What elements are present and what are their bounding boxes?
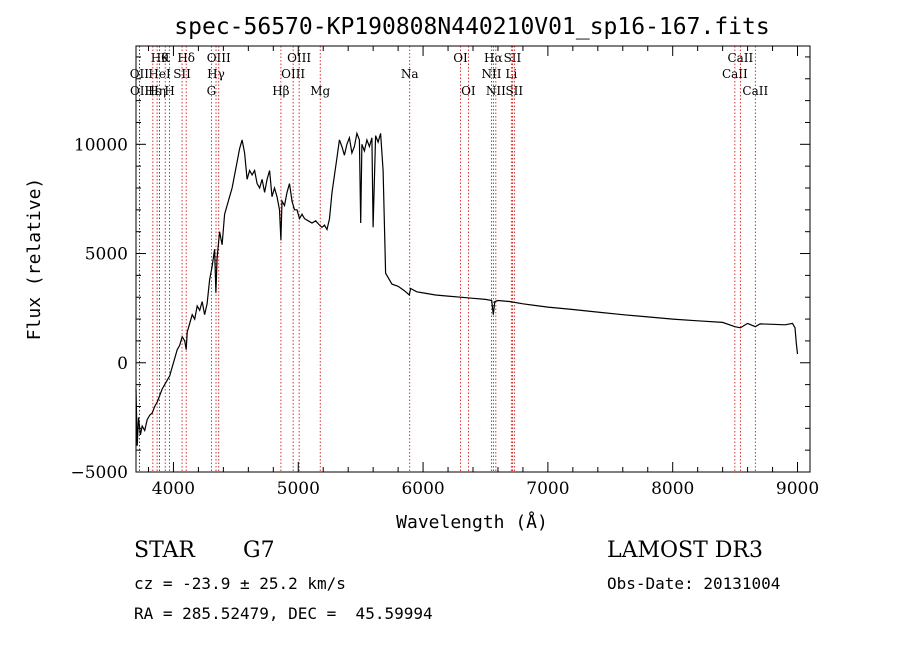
line-label-22: NII xyxy=(486,84,506,98)
x-tick-label-4: 8000 xyxy=(651,479,694,499)
line-label-15: OIII xyxy=(287,51,311,65)
x-tick-label-1: 5000 xyxy=(277,479,320,499)
spectrum-series-line xyxy=(135,131,799,446)
line-label-16: Mg xyxy=(310,84,330,98)
object-class: STAR xyxy=(134,538,195,563)
line-label-3: Hη xyxy=(148,84,166,98)
line-label-12: OIII xyxy=(207,51,231,65)
line-label-9: Hδ xyxy=(177,51,195,65)
line-label-26: CaII xyxy=(722,67,748,81)
line-label-1: OII xyxy=(130,84,150,98)
line-label-5: HeI xyxy=(148,67,171,81)
y-tick-label-3: 10000 xyxy=(74,135,128,155)
line-label-10: G xyxy=(207,84,217,98)
line-label-23: Li xyxy=(505,67,517,81)
line-label-20: NII xyxy=(481,67,501,81)
redshift-readout: cz = -23.9 ± 25.2 km/s xyxy=(134,574,346,593)
line-label-6: K xyxy=(161,51,171,65)
line-label-19: OI xyxy=(461,84,476,98)
line-label-2: Hε xyxy=(145,84,162,98)
line-label-27: CaII xyxy=(727,51,753,65)
y-axis-label: Flux (relative) xyxy=(24,178,45,341)
line-label-21: Hα xyxy=(484,51,503,65)
x-tick-label-3: 7000 xyxy=(526,479,569,499)
y-tick-label-2: 5000 xyxy=(85,245,128,265)
axis-ticks: 4000 5000 6000 7000 8000 9000 −5000 0 5000 10000 xyxy=(70,46,819,499)
line-label-17: Na xyxy=(401,67,419,81)
y-tick-label-0: −5000 xyxy=(70,463,128,483)
line-label-24: SII xyxy=(504,51,522,65)
spectral-line-markers: OIIOIIHεHηHθHeIKHSIIHδGHγOIIIHβOIIIOIIIM… xyxy=(130,46,768,472)
line-label-14: OIII xyxy=(281,67,305,81)
line-label-13: Hβ xyxy=(272,84,289,98)
line-label-7: H xyxy=(164,84,174,98)
coordinates-readout: RA = 285.52479, DEC = 45.59994 xyxy=(134,604,433,623)
x-tick-label-2: 6000 xyxy=(401,479,444,499)
x-axis-label: Wavelength (Å) xyxy=(396,511,548,533)
observation-date: Obs-Date: 20131004 xyxy=(607,574,781,593)
object-subclass: G7 xyxy=(243,538,275,563)
line-label-18: OI xyxy=(453,51,468,65)
chart-title: spec-56570-KP190808N440210V01_sp16-167.f… xyxy=(174,14,769,40)
survey-name: LAMOST DR3 xyxy=(607,538,763,563)
line-label-28: CaII xyxy=(742,84,768,98)
x-tick-label-0: 4000 xyxy=(152,479,195,499)
plot-frame xyxy=(135,45,811,473)
line-label-8: SII xyxy=(173,67,191,81)
y-tick-label-1: 0 xyxy=(117,354,128,374)
line-label-25: SII xyxy=(505,84,523,98)
line-label-11: Hγ xyxy=(207,67,225,81)
x-tick-label-5: 9000 xyxy=(776,479,819,499)
